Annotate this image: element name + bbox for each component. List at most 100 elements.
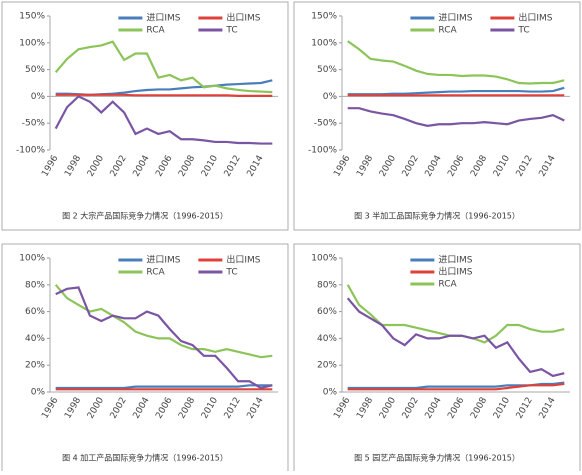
x-tick-label: 2006 (446, 396, 466, 421)
x-tick-label: 2006 (154, 154, 174, 179)
x-tick-label: 2004 (132, 396, 152, 421)
y-tick-label: 100% (311, 38, 337, 48)
y-tick-label: -100% (16, 146, 45, 156)
x-tick-label: 2014 (246, 154, 266, 179)
y-tick-label: 60% (25, 307, 45, 317)
x-tick-label: 2010 (492, 396, 512, 421)
x-tick-label: 2000 (86, 154, 106, 179)
series-line (54, 95, 273, 145)
x-tick-label: 2008 (177, 154, 197, 179)
x-tick-label: 1998 (355, 396, 375, 421)
panel-frame (293, 1, 581, 231)
legend-label: TC (225, 268, 237, 278)
y-tick-label: 80% (317, 280, 337, 290)
y-tick-label: 40% (317, 334, 337, 344)
legend-label: 出口IMS (226, 254, 260, 266)
x-tick-label: 1996 (40, 154, 60, 179)
x-tick-label: 2006 (446, 154, 466, 179)
y-tick-label: 100% (19, 38, 45, 48)
series-line (347, 86, 565, 96)
x-tick-label: 2014 (538, 154, 558, 179)
legend-label: 进口IMS (146, 13, 180, 24)
figure-caption: 图 5 园艺产品国际竞争力情况（1996-2015） (354, 453, 520, 463)
y-tick-label: 20% (25, 361, 45, 371)
x-tick-label: 2008 (469, 396, 489, 421)
y-tick-label: 20% (317, 361, 337, 371)
series-line (55, 93, 273, 97)
series-line (54, 40, 273, 94)
x-tick-label: 2002 (109, 396, 129, 421)
x-tick-label: 2004 (424, 396, 444, 421)
x-tick-label: 2010 (492, 154, 512, 179)
x-tick-label: 1998 (63, 396, 83, 421)
x-tick-label: 1996 (332, 396, 352, 421)
legend-label: 出口IMS (438, 266, 472, 278)
x-tick-label: 1996 (40, 396, 60, 421)
legend-label: RCA (438, 280, 457, 290)
legend-label: RCA (438, 26, 457, 36)
series-line (55, 79, 273, 96)
x-tick-label: 2000 (378, 154, 398, 179)
y-tick-label: 60% (317, 307, 337, 317)
x-tick-label: 2014 (246, 396, 266, 421)
series-line (55, 384, 273, 390)
x-tick-label: 2010 (200, 154, 220, 179)
x-tick-label: 2010 (200, 396, 220, 421)
y-tick-label: 50% (317, 65, 337, 75)
y-tick-label: 50% (25, 65, 45, 75)
legend-label: RCA (146, 26, 165, 36)
x-tick-label: 2000 (86, 396, 106, 421)
y-tick-label: 80% (25, 280, 45, 290)
x-tick-label: 2008 (469, 154, 489, 179)
y-tick-label: 100% (19, 254, 45, 264)
y-tick-label: 0% (323, 388, 338, 398)
legend-label: RCA (146, 268, 165, 278)
panel-frame (1, 243, 289, 473)
series-line (54, 284, 273, 359)
figure-caption: 图 3 半加工品国际竞争力情况（1996-2015） (354, 211, 520, 221)
x-tick-label: 2002 (401, 154, 421, 179)
y-tick-label: 150% (311, 12, 337, 22)
x-tick-label: 2002 (109, 154, 129, 179)
legend-label: 进口IMS (438, 255, 472, 266)
legend-label: 出口IMS (226, 12, 260, 24)
series-line (346, 297, 565, 378)
y-tick-label: 150% (19, 12, 45, 22)
x-tick-label: 2012 (515, 154, 535, 179)
y-tick-label: -50% (22, 119, 46, 129)
y-tick-label: 0% (31, 388, 46, 398)
y-tick-label: 100% (311, 254, 337, 264)
y-tick-label: -50% (314, 119, 338, 129)
figure-caption: 图 4 加工产品国际竞争力情况（1996-2015） (62, 453, 228, 463)
x-tick-label: 1998 (355, 154, 375, 179)
series-line (347, 382, 565, 391)
y-tick-label: 0% (31, 92, 46, 102)
legend-label: TC (517, 26, 529, 36)
x-tick-label: 2012 (223, 396, 243, 421)
panel-frame (1, 1, 289, 231)
x-tick-label: 2006 (154, 396, 174, 421)
legend-label: 进口IMS (146, 255, 180, 266)
legend-label: 进口IMS (438, 13, 472, 24)
x-tick-label: 2000 (378, 396, 398, 421)
x-tick-label: 2002 (401, 396, 421, 421)
x-tick-label: 2012 (223, 154, 243, 179)
x-tick-label: 2008 (177, 396, 197, 421)
series-line (346, 284, 565, 344)
y-tick-label: 0% (323, 92, 338, 102)
x-tick-label: 2004 (424, 154, 444, 179)
x-tick-label: 2014 (538, 396, 558, 421)
x-tick-label: 2012 (515, 396, 535, 421)
series-line (347, 107, 565, 127)
x-tick-label: 1998 (63, 154, 83, 179)
figure-caption: 图 2 大宗产品国际竞争力情况（1996-2015） (62, 211, 228, 221)
x-tick-label: 2004 (132, 154, 152, 179)
legend-label: 出口IMS (518, 12, 552, 24)
series-line (55, 286, 273, 390)
series-line (347, 40, 565, 85)
y-tick-label: 40% (25, 334, 45, 344)
x-tick-label: 1996 (332, 154, 352, 179)
panel-frame (293, 243, 581, 473)
legend-label: TC (225, 26, 237, 36)
